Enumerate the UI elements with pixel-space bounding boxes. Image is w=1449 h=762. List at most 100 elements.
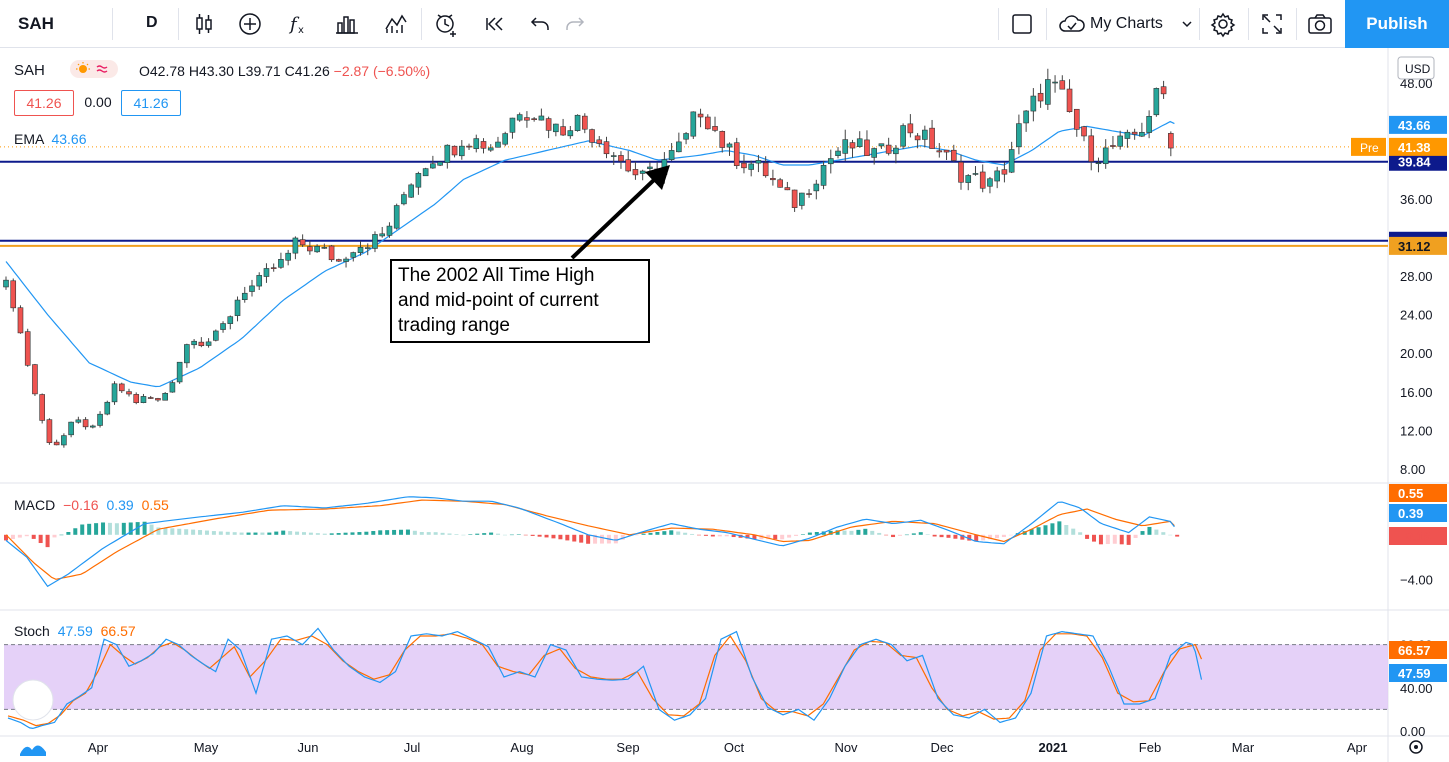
- macd-hist-bar: [211, 531, 216, 535]
- macd-hist-bar: [426, 532, 431, 535]
- layout-icon[interactable]: [1007, 9, 1037, 39]
- macd-histogram: [4, 521, 1180, 548]
- macd-hist-bar: [717, 534, 722, 537]
- macd-value-tag: [1389, 484, 1447, 502]
- candle-body: [871, 148, 877, 158]
- candle-body: [762, 162, 769, 177]
- candle-body: [516, 114, 523, 121]
- annotation-callout[interactable]: The 2002 All Time High and mid-point of …: [390, 259, 650, 343]
- pre-market-tag: [1351, 137, 1386, 156]
- add-indicator-icon[interactable]: [235, 9, 265, 39]
- publish-button[interactable]: Publish: [1345, 0, 1449, 48]
- price-label-value: 41.38: [1398, 140, 1431, 155]
- candle-body: [458, 145, 465, 157]
- ema-legend[interactable]: EMA 43.66: [14, 131, 87, 147]
- candle-body: [799, 192, 805, 206]
- macd-hist-bar: [371, 531, 376, 535]
- macd-hist-bar: [343, 532, 348, 535]
- candle-body: [437, 161, 443, 166]
- macd-hist-bar: [253, 532, 258, 535]
- candles-icon[interactable]: [189, 9, 219, 39]
- replay-icon[interactable]: [480, 9, 510, 39]
- macd-hist-value: −0.16: [63, 497, 99, 513]
- candle-body: [1059, 80, 1066, 90]
- currency-badge[interactable]: [1397, 56, 1435, 80]
- macd-hist-bar: [1036, 527, 1041, 535]
- symbol-search[interactable]: SAH: [18, 14, 54, 33]
- annotation-line-3: trading range: [398, 315, 510, 336]
- level-price-tag: [1389, 236, 1447, 255]
- ask-price[interactable]: 41.26: [121, 90, 181, 116]
- candle-body: [733, 142, 740, 167]
- time-axis-label: Oct: [724, 740, 745, 755]
- macd-hist-bar: [537, 534, 542, 537]
- annotation-line-1: The 2002 All Time High: [398, 265, 595, 286]
- candle-body: [1008, 149, 1015, 173]
- candle-body: [408, 184, 414, 198]
- macd-hist-bar: [814, 532, 819, 535]
- chart-canvas[interactable]: 48.0044.0040.0036.0032.0028.0024.0020.00…: [0, 48, 1449, 762]
- candle-body: [1073, 108, 1080, 130]
- fullscreen-icon[interactable]: [1257, 9, 1287, 39]
- candle-body: [495, 141, 501, 148]
- macd-hist-bar: [301, 532, 306, 535]
- cloud-icon: [1056, 9, 1088, 39]
- macd-hist-bar: [877, 532, 882, 535]
- macd-hist-bar: [1050, 523, 1055, 535]
- candle-body: [328, 245, 335, 261]
- candle-body: [10, 280, 17, 309]
- candle-body: [589, 129, 595, 143]
- compare-icon[interactable]: [381, 9, 411, 39]
- macd-value-tag: [1389, 527, 1447, 545]
- legend-close: C41.26: [284, 63, 330, 79]
- macd-hist-bar: [114, 523, 119, 535]
- tradingview-logo-icon[interactable]: [12, 679, 54, 721]
- camera-icon[interactable]: [1305, 9, 1335, 39]
- macd-hist-bar: [135, 522, 140, 535]
- macd-hist-bar: [835, 530, 840, 535]
- legend-change: −2.87 (−6.50%): [333, 63, 431, 79]
- bar-chart-icon[interactable]: [332, 9, 362, 39]
- undo-icon[interactable]: [525, 9, 555, 39]
- stoch-legend[interactable]: Stoch 47.59 66.57: [14, 623, 136, 639]
- candle-body: [155, 398, 161, 401]
- macd-hist-bar: [897, 534, 902, 536]
- interval-selector[interactable]: D: [146, 14, 158, 31]
- macd-hist-bar: [1168, 534, 1173, 536]
- bid-price[interactable]: 41.26: [14, 90, 74, 116]
- alert-icon[interactable]: [431, 9, 461, 39]
- macd-hist-bar: [988, 534, 993, 540]
- macd-hist-bar: [794, 534, 799, 536]
- candle-body: [827, 158, 834, 165]
- candle-body: [777, 179, 783, 188]
- candle-body: [379, 233, 386, 237]
- macd-hist-bar: [676, 531, 681, 535]
- macd-hist-bar: [946, 534, 951, 538]
- candle-body: [567, 130, 574, 137]
- time-axis-label: Apr: [1347, 740, 1368, 755]
- macd-hist-bar: [974, 534, 979, 542]
- candle-body: [907, 123, 914, 134]
- macd-hist-bar: [10, 534, 15, 539]
- macd-hist-bar: [655, 532, 660, 535]
- macd-hist-bar: [766, 534, 771, 540]
- time-axis-label: Apr: [88, 740, 109, 755]
- macd-hist-bar: [121, 522, 126, 535]
- macd-hist-bar: [1147, 526, 1152, 535]
- candle-body: [393, 205, 400, 229]
- candle-body: [806, 193, 812, 195]
- macd-hist-bar: [703, 534, 708, 536]
- macd-hist-bar: [599, 534, 604, 544]
- candle-body: [1124, 131, 1131, 139]
- macd-tick-label: −4.00: [1400, 573, 1433, 588]
- candlestick-series: [3, 68, 1174, 448]
- macd-hist-bar: [1140, 531, 1145, 535]
- annotation-line-2: and mid-point of current: [398, 290, 599, 311]
- redo-icon[interactable]: [560, 9, 590, 39]
- macd-hist-bar: [378, 530, 383, 535]
- candle-body: [205, 341, 212, 346]
- macd-legend[interactable]: MACD −0.16 0.39 0.55: [14, 497, 169, 513]
- axis-settings-icon[interactable]: [1409, 740, 1423, 754]
- gear-icon[interactable]: [1208, 9, 1238, 39]
